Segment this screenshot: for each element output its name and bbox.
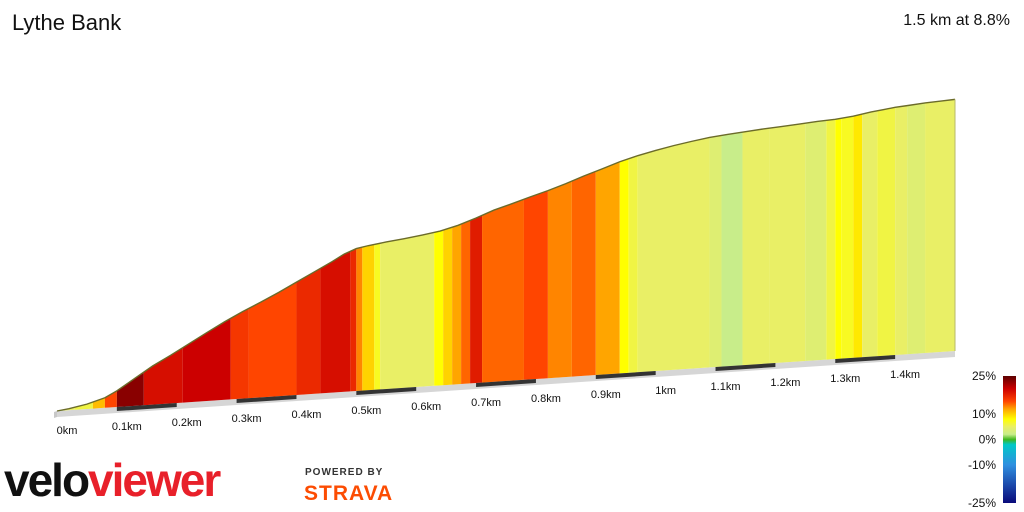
gradient-segment — [637, 137, 710, 373]
km-marker — [476, 379, 536, 387]
gradient-segment — [104, 390, 117, 408]
colorbar-tick-label: -10% — [968, 458, 996, 472]
gradient-segment — [182, 318, 231, 403]
km-marker — [595, 371, 656, 379]
gradient-segment — [895, 105, 908, 355]
x-tick-label: 0.5km — [351, 405, 381, 417]
gradient-segment — [482, 199, 524, 383]
gradient-segment — [443, 227, 453, 386]
gradient-segment — [742, 128, 770, 366]
segment-summary: 1.5 km at 8.8% — [903, 12, 1010, 29]
gradient-segment — [356, 247, 363, 391]
gradient-segment — [380, 232, 435, 390]
gradient-segment — [907, 102, 926, 355]
gradient-segment — [805, 120, 827, 361]
x-tick-label: 1km — [655, 385, 676, 397]
gradient-segment — [547, 181, 572, 379]
km-marker — [116, 403, 177, 411]
x-tick-label: 0.3km — [232, 413, 262, 425]
x-tick-label: 1.2km — [770, 377, 800, 389]
gradient-segment — [628, 155, 638, 373]
gradient-segment — [92, 397, 105, 409]
veloviewer-logo[interactable]: veloviewer — [4, 452, 221, 508]
km-marker — [715, 363, 776, 371]
gradient-segment — [571, 171, 596, 377]
brand-name-part1: velo — [4, 454, 90, 506]
gradient-segments — [57, 99, 955, 411]
gradient-segment — [452, 224, 462, 385]
x-tick-label: 0.7km — [471, 397, 501, 409]
x-tick-label: 0km — [57, 425, 78, 437]
colorbar-tick-label: 0% — [979, 433, 997, 447]
gradient-segment — [350, 248, 357, 392]
brand-name-part2: viewer — [88, 454, 221, 506]
gradient-segment — [434, 230, 444, 386]
gradient-segment — [523, 190, 548, 380]
colorbar-gradient — [1003, 376, 1016, 503]
profile-outline — [56, 98, 956, 412]
gradient-segment — [619, 158, 629, 374]
colorbar-tick-label: 25% — [972, 369, 996, 383]
gradient-segment — [116, 372, 144, 407]
x-tick-label: 0.1km — [112, 421, 142, 433]
x-tick-label: 0.6km — [411, 401, 441, 413]
segment-title: Lythe Bank — [12, 10, 122, 35]
profile-line — [56, 98, 956, 412]
gradient-segment — [769, 123, 806, 364]
km-marker — [835, 355, 896, 363]
gradient-segment — [721, 132, 743, 367]
x-tick-label: 0.2km — [172, 417, 202, 429]
gradient-segment — [709, 135, 722, 368]
gradient-segment — [841, 116, 854, 359]
distance-axis: 0km 0.1km 0.2km 0.3km 0.4km 0.5km 0.6km 0.7km 0.… — [57, 355, 920, 437]
km-marker — [236, 395, 297, 403]
gradient-segment — [877, 107, 896, 357]
gradient-segment — [296, 268, 321, 395]
strava-logo[interactable]: STRAVA — [304, 482, 394, 505]
gradient-segment — [230, 308, 249, 400]
gradient-segment — [925, 99, 955, 353]
gradient-segment — [374, 243, 381, 390]
powered-by-label: POWERED BY — [305, 467, 384, 478]
gradient-segment — [143, 347, 183, 406]
gradient-segment — [826, 119, 836, 360]
base-band-end — [54, 411, 57, 418]
x-tick-label: 0.9km — [591, 389, 621, 401]
gradient-segment — [853, 114, 863, 358]
gradient-segment — [320, 251, 351, 394]
x-tick-label: 1.3km — [830, 373, 860, 385]
gradient-colorbar: 25% 10% 0% -10% -25% — [968, 369, 1016, 510]
colorbar-tick-label: -25% — [968, 496, 996, 510]
x-tick-label: 0.8km — [531, 393, 561, 405]
gradient-segment — [248, 282, 297, 399]
x-tick-label: 0.4km — [291, 409, 321, 421]
gradient-segment — [835, 118, 842, 359]
gradient-segment — [470, 215, 483, 384]
x-tick-label: 1.4km — [890, 369, 920, 381]
gradient-segment — [362, 244, 375, 391]
x-tick-label: 1.1km — [711, 381, 741, 393]
km-marker — [356, 387, 417, 395]
gradient-segment — [461, 220, 471, 384]
gradient-segment — [595, 161, 620, 375]
colorbar-tick-label: 10% — [972, 407, 996, 421]
gradient-segment — [862, 110, 878, 358]
